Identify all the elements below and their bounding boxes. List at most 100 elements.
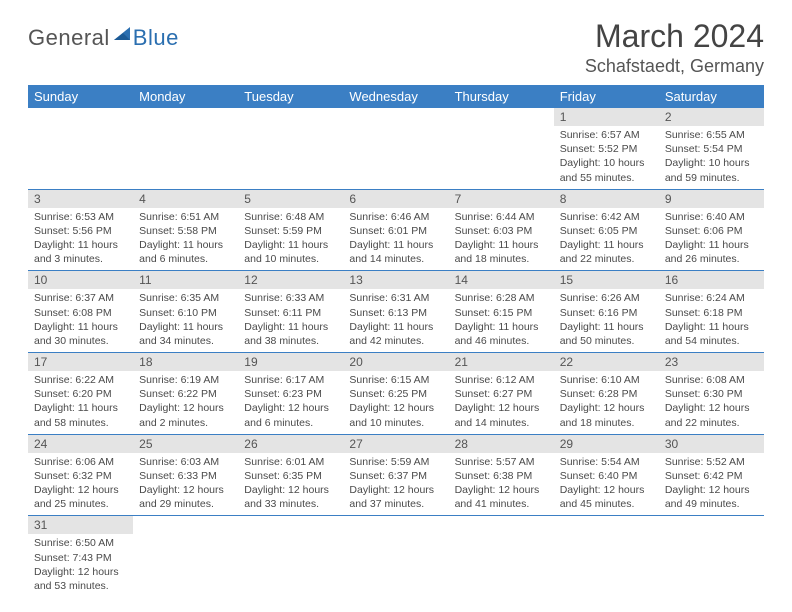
day-number-cell: 1 (554, 108, 659, 126)
sunrise-text: Sunrise: 6:57 AM (560, 128, 653, 142)
sunrise-text: Sunrise: 6:44 AM (455, 210, 548, 224)
sunrise-text: Sunrise: 6:37 AM (34, 291, 127, 305)
dayhead-wednesday: Wednesday (343, 85, 448, 108)
sunrise-text: Sunrise: 5:59 AM (349, 455, 442, 469)
day-number-cell (659, 516, 764, 535)
daylight-text-2: and 54 minutes. (665, 334, 758, 348)
day-detail-cell: Sunrise: 6:28 AMSunset: 6:15 PMDaylight:… (449, 289, 554, 352)
sunrise-text: Sunrise: 6:42 AM (560, 210, 653, 224)
day-number-cell (238, 516, 343, 535)
daylight-text-2: and 59 minutes. (665, 171, 758, 185)
day-number-cell: 28 (449, 434, 554, 453)
day-detail-cell: Sunrise: 6:55 AMSunset: 5:54 PMDaylight:… (659, 126, 764, 189)
daylight-text-1: Daylight: 12 hours (665, 401, 758, 415)
day-detail-cell: Sunrise: 6:44 AMSunset: 6:03 PMDaylight:… (449, 208, 554, 271)
day-detail-cell: Sunrise: 6:53 AMSunset: 5:56 PMDaylight:… (28, 208, 133, 271)
sunrise-text: Sunrise: 6:01 AM (244, 455, 337, 469)
daynum-row: 17181920212223 (28, 353, 764, 372)
daylight-text-2: and 53 minutes. (34, 579, 127, 593)
daylight-text-1: Daylight: 11 hours (34, 238, 127, 252)
sunset-text: Sunset: 6:33 PM (139, 469, 232, 483)
daylight-text-1: Daylight: 11 hours (349, 238, 442, 252)
day-detail-cell: Sunrise: 6:15 AMSunset: 6:25 PMDaylight:… (343, 371, 448, 434)
day-detail-cell: Sunrise: 5:52 AMSunset: 6:42 PMDaylight:… (659, 453, 764, 516)
sunrise-text: Sunrise: 6:10 AM (560, 373, 653, 387)
day-detail-cell: Sunrise: 6:22 AMSunset: 6:20 PMDaylight:… (28, 371, 133, 434)
sunset-text: Sunset: 5:58 PM (139, 224, 232, 238)
detail-row: Sunrise: 6:22 AMSunset: 6:20 PMDaylight:… (28, 371, 764, 434)
daylight-text-1: Daylight: 12 hours (244, 483, 337, 497)
daylight-text-1: Daylight: 12 hours (560, 401, 653, 415)
daylight-text-1: Daylight: 11 hours (665, 238, 758, 252)
daylight-text-2: and 49 minutes. (665, 497, 758, 511)
sunrise-text: Sunrise: 6:33 AM (244, 291, 337, 305)
daylight-text-1: Daylight: 11 hours (455, 320, 548, 334)
sunset-text: Sunset: 6:28 PM (560, 387, 653, 401)
sunrise-text: Sunrise: 6:40 AM (665, 210, 758, 224)
sunrise-text: Sunrise: 6:51 AM (139, 210, 232, 224)
day-detail-cell: Sunrise: 6:50 AMSunset: 7:43 PMDaylight:… (28, 534, 133, 597)
day-detail-cell: Sunrise: 6:51 AMSunset: 5:58 PMDaylight:… (133, 208, 238, 271)
day-number-cell: 11 (133, 271, 238, 290)
sunrise-text: Sunrise: 6:50 AM (34, 536, 127, 550)
daylight-text-2: and 3 minutes. (34, 252, 127, 266)
day-detail-cell: Sunrise: 5:54 AMSunset: 6:40 PMDaylight:… (554, 453, 659, 516)
detail-row: Sunrise: 6:50 AMSunset: 7:43 PMDaylight:… (28, 534, 764, 597)
daylight-text-2: and 33 minutes. (244, 497, 337, 511)
sunrise-text: Sunrise: 6:28 AM (455, 291, 548, 305)
day-detail-cell (343, 534, 448, 597)
day-detail-cell (343, 126, 448, 189)
sunrise-text: Sunrise: 6:35 AM (139, 291, 232, 305)
day-number-cell: 26 (238, 434, 343, 453)
day-number-cell: 18 (133, 353, 238, 372)
daylight-text-1: Daylight: 12 hours (139, 483, 232, 497)
daynum-row: 31 (28, 516, 764, 535)
day-number-cell: 25 (133, 434, 238, 453)
daylight-text-1: Daylight: 11 hours (665, 320, 758, 334)
day-number-cell: 24 (28, 434, 133, 453)
daylight-text-1: Daylight: 12 hours (139, 401, 232, 415)
daylight-text-1: Daylight: 10 hours (560, 156, 653, 170)
sunset-text: Sunset: 6:38 PM (455, 469, 548, 483)
sunrise-text: Sunrise: 6:26 AM (560, 291, 653, 305)
sunset-text: Sunset: 6:37 PM (349, 469, 442, 483)
day-detail-cell (449, 126, 554, 189)
sunrise-text: Sunrise: 6:24 AM (665, 291, 758, 305)
day-detail-cell: Sunrise: 6:08 AMSunset: 6:30 PMDaylight:… (659, 371, 764, 434)
day-number-cell: 14 (449, 271, 554, 290)
day-number-cell: 16 (659, 271, 764, 290)
sunset-text: Sunset: 6:01 PM (349, 224, 442, 238)
daylight-text-2: and 10 minutes. (349, 416, 442, 430)
day-detail-cell: Sunrise: 6:17 AMSunset: 6:23 PMDaylight:… (238, 371, 343, 434)
day-number-cell (343, 108, 448, 126)
day-header-row: Sunday Monday Tuesday Wednesday Thursday… (28, 85, 764, 108)
sunset-text: Sunset: 6:03 PM (455, 224, 548, 238)
sunset-text: Sunset: 6:18 PM (665, 306, 758, 320)
sunset-text: Sunset: 5:59 PM (244, 224, 337, 238)
day-number-cell: 17 (28, 353, 133, 372)
day-number-cell (554, 516, 659, 535)
dayhead-friday: Friday (554, 85, 659, 108)
daylight-text-1: Daylight: 12 hours (665, 483, 758, 497)
daylight-text-1: Daylight: 11 hours (139, 238, 232, 252)
sunset-text: Sunset: 6:06 PM (665, 224, 758, 238)
daylight-text-2: and 14 minutes. (455, 416, 548, 430)
dayhead-sunday: Sunday (28, 85, 133, 108)
day-number-cell (133, 108, 238, 126)
detail-row: Sunrise: 6:37 AMSunset: 6:08 PMDaylight:… (28, 289, 764, 352)
day-detail-cell (659, 534, 764, 597)
logo-text-blue: Blue (133, 25, 179, 51)
day-detail-cell: Sunrise: 6:31 AMSunset: 6:13 PMDaylight:… (343, 289, 448, 352)
daylight-text-1: Daylight: 11 hours (244, 238, 337, 252)
sunrise-text: Sunrise: 6:06 AM (34, 455, 127, 469)
logo-sail-icon (112, 24, 132, 47)
day-detail-cell: Sunrise: 6:03 AMSunset: 6:33 PMDaylight:… (133, 453, 238, 516)
daylight-text-1: Daylight: 12 hours (349, 401, 442, 415)
calendar-table: Sunday Monday Tuesday Wednesday Thursday… (28, 85, 764, 597)
day-detail-cell (554, 534, 659, 597)
sunset-text: Sunset: 6:42 PM (665, 469, 758, 483)
day-number-cell: 19 (238, 353, 343, 372)
day-detail-cell: Sunrise: 6:01 AMSunset: 6:35 PMDaylight:… (238, 453, 343, 516)
day-detail-cell: Sunrise: 6:19 AMSunset: 6:22 PMDaylight:… (133, 371, 238, 434)
logo: General Blue (28, 24, 179, 51)
